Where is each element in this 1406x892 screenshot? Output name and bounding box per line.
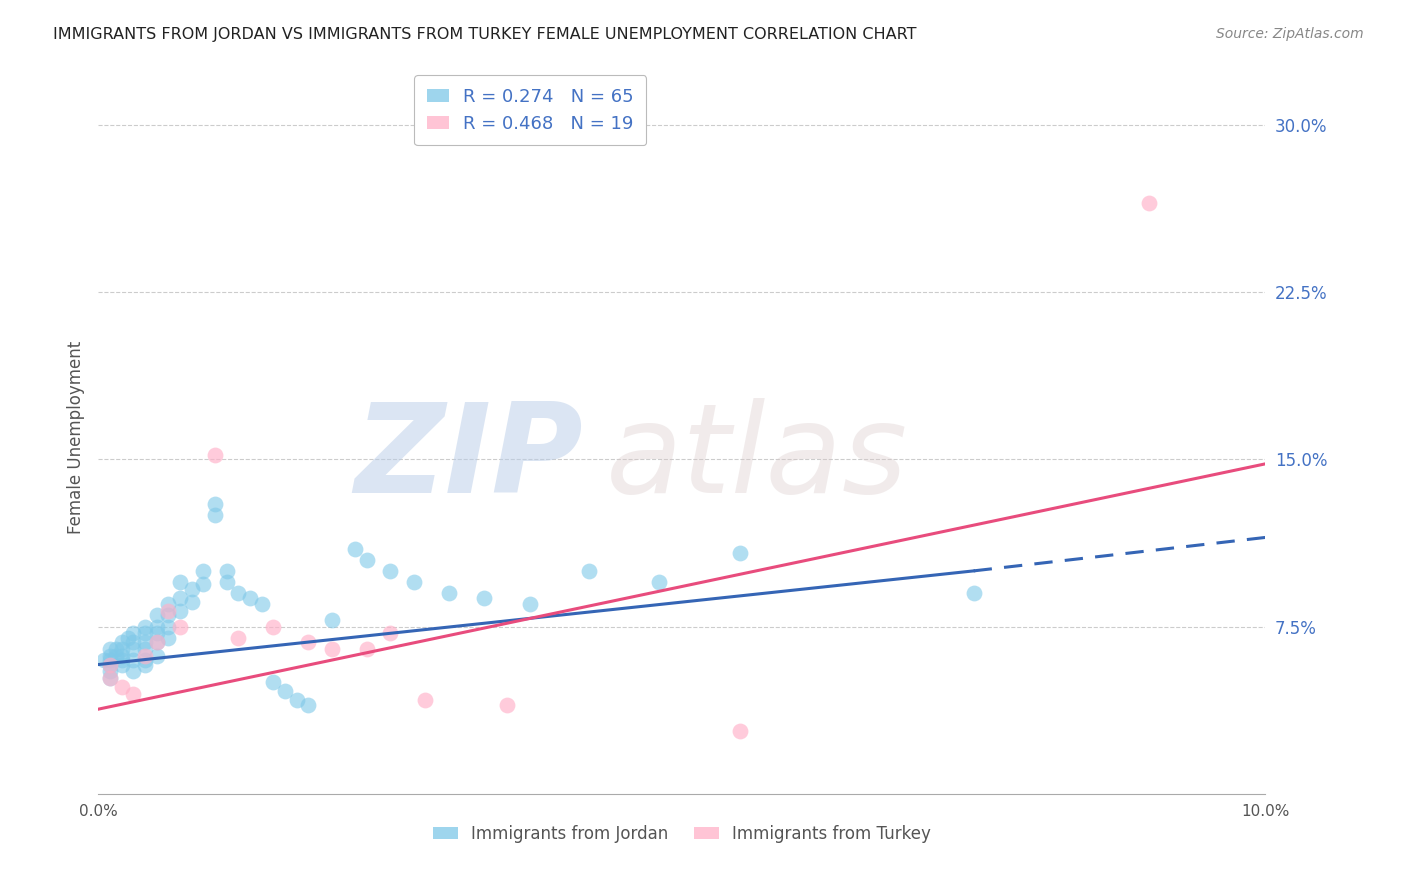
Point [1137,195,1160,210]
Point [472,591,495,605]
Point [228,586,250,600]
Point [204,508,226,523]
Point [98,664,121,679]
Point [344,541,367,556]
Point [169,575,191,590]
Point [134,648,156,663]
Point [215,564,238,578]
Point [647,575,669,590]
Point [321,642,343,657]
Point [134,635,156,649]
Point [117,631,139,645]
Point [111,648,134,663]
Point [122,642,145,657]
Point [193,564,215,578]
Point [98,653,121,667]
Point [285,693,308,707]
Point [122,626,145,640]
Point [169,591,191,605]
Y-axis label: Female Unemployment: Female Unemployment [66,341,84,533]
Point [228,631,250,645]
Point [146,608,169,623]
Point [274,684,297,698]
Point [157,604,180,618]
Point [239,591,262,605]
Point [122,635,145,649]
Point [180,595,202,609]
Text: Source: ZipAtlas.com: Source: ZipAtlas.com [1216,27,1364,41]
Point [262,675,284,690]
Point [204,497,226,511]
Point [104,648,127,663]
Text: ZIP: ZIP [354,398,582,519]
Point [146,619,169,633]
Point [180,582,202,596]
Point [321,613,343,627]
Point [98,642,121,657]
Point [134,642,156,657]
Point [134,619,156,633]
Point [578,564,600,578]
Point [962,586,984,600]
Point [437,586,460,600]
Point [111,642,134,657]
Point [193,577,215,591]
Point [297,635,319,649]
Point [169,604,191,618]
Point [297,698,319,712]
Point [98,657,121,672]
Point [134,626,156,640]
Point [146,635,169,649]
Point [157,631,180,645]
Point [157,619,180,633]
Point [111,635,134,649]
Point [262,619,284,633]
Point [146,626,169,640]
Point [380,626,402,640]
Point [111,680,134,694]
Point [111,653,134,667]
Point [98,671,121,685]
Point [215,575,238,590]
Text: IMMIGRANTS FROM JORDAN VS IMMIGRANTS FROM TURKEY FEMALE UNEMPLOYMENT CORRELATION: IMMIGRANTS FROM JORDAN VS IMMIGRANTS FRO… [53,27,917,42]
Point [169,619,191,633]
Legend: Immigrants from Jordan, Immigrants from Turkey: Immigrants from Jordan, Immigrants from … [426,819,938,850]
Point [98,671,121,685]
Point [98,657,121,672]
Point [146,635,169,649]
Point [104,642,127,657]
Point [157,598,180,612]
Point [134,657,156,672]
Point [122,664,145,679]
Point [122,687,145,701]
Point [250,598,273,612]
Point [98,648,121,663]
Point [519,598,541,612]
Point [356,552,378,567]
Point [146,648,169,663]
Point [157,608,180,623]
Point [356,642,378,657]
Point [380,564,402,578]
Point [402,575,425,590]
Point [134,653,156,667]
Text: atlas: atlas [606,398,908,519]
Point [93,653,115,667]
Point [204,448,226,462]
Point [122,653,145,667]
Point [413,693,436,707]
Point [730,546,752,560]
Point [496,698,519,712]
Point [111,657,134,672]
Point [730,724,752,739]
